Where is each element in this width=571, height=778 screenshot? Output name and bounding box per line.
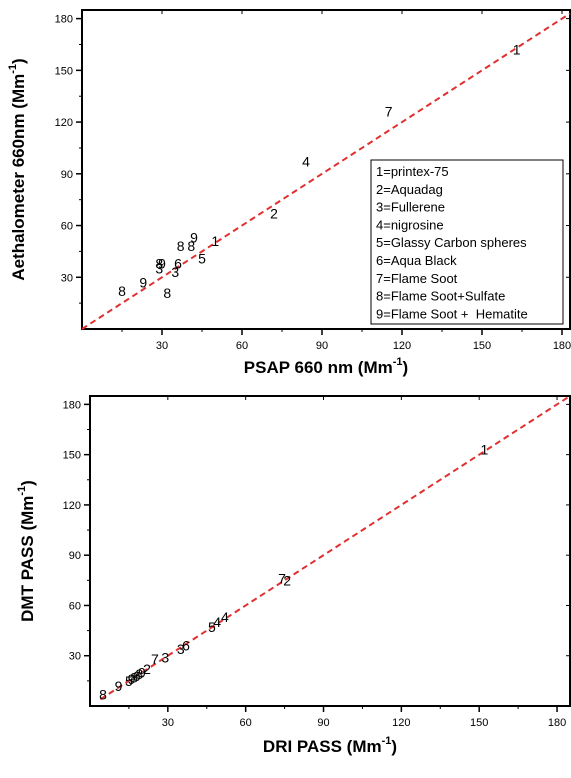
data-point: 7 bbox=[278, 571, 286, 587]
legend-entry: 1=printex-75 bbox=[376, 164, 449, 179]
data-point: 3 bbox=[155, 261, 163, 277]
data-point: 4 bbox=[302, 154, 310, 170]
data-point: 5 bbox=[125, 673, 133, 689]
legend-entry: 3=Fullerene bbox=[376, 200, 445, 215]
data-point: 8 bbox=[155, 255, 163, 271]
x-tick-label: 120 bbox=[393, 340, 411, 352]
data-point: 1 bbox=[211, 233, 219, 249]
x-axis-title: DRI PASS (Mm-1) bbox=[263, 735, 397, 756]
x-tick-label: 60 bbox=[236, 340, 248, 352]
y-tick-label: 120 bbox=[63, 500, 81, 512]
data-point: 6 bbox=[174, 255, 182, 271]
x-tick-label: 120 bbox=[392, 717, 410, 729]
data-point: 7 bbox=[385, 104, 393, 120]
chart-2: 30 60 90 120 150 1803060901201501801724456337… bbox=[16, 395, 571, 756]
x-tick-label: 180 bbox=[553, 340, 571, 352]
data-point: 2 bbox=[270, 205, 278, 221]
data-point: 6 bbox=[182, 638, 190, 654]
y-axis-title: DMT PASS (Mm-1) bbox=[16, 480, 37, 622]
x-tick-label: 30 bbox=[156, 340, 168, 352]
legend-box bbox=[370, 159, 564, 325]
legend-entry: 4=nigrosine bbox=[376, 217, 444, 232]
y-tick-label: 120 bbox=[55, 117, 73, 129]
chart-1: 30 60 90 120 150 1803060901201501801742198856… bbox=[7, 9, 571, 377]
data-point: 8 bbox=[187, 238, 195, 254]
y-tick-label: 90 bbox=[69, 550, 81, 562]
data-point: 9 bbox=[139, 274, 147, 290]
reference-line bbox=[81, 12, 571, 330]
data-point: 3 bbox=[161, 649, 169, 665]
x-tick-label: 60 bbox=[240, 717, 252, 729]
data-point: 9 bbox=[190, 230, 198, 246]
data-point: 9 bbox=[158, 255, 166, 271]
data-point: 1 bbox=[480, 442, 488, 458]
data-point: 8 bbox=[163, 285, 171, 301]
data-point: 4 bbox=[221, 609, 229, 625]
x-tick-label: 30 bbox=[162, 717, 174, 729]
data-point: 7 bbox=[151, 651, 159, 667]
legend-entry: 8=Flame Soot+Sulfate bbox=[376, 289, 505, 304]
y-tick-label: 30 bbox=[61, 272, 73, 284]
legend: 1=printex-75 2=Aquadag 3=Fullerene 4=nigros… bbox=[370, 159, 564, 325]
y-tick-label: 30 bbox=[69, 651, 81, 663]
data-point: 8 bbox=[135, 666, 143, 682]
y-tick-label: 180 bbox=[55, 14, 73, 26]
reference-line bbox=[99, 395, 571, 701]
y-tick-label: 90 bbox=[61, 169, 73, 181]
data-point: 8 bbox=[99, 686, 107, 702]
legend-entry: 6=Aqua Black bbox=[376, 253, 457, 268]
data-point: 8 bbox=[130, 670, 138, 686]
x-tick-label: 150 bbox=[473, 340, 491, 352]
x-tick-label: 150 bbox=[470, 717, 488, 729]
x-axis-title: PSAP 660 nm (Mm-1) bbox=[244, 356, 408, 377]
legend-entry: 2=Aquadag bbox=[376, 182, 443, 197]
plot-frame bbox=[89, 395, 571, 707]
data-point: 9 bbox=[138, 664, 146, 680]
data-point: 5 bbox=[208, 619, 216, 635]
data-point: 8 bbox=[177, 238, 185, 254]
y-tick-label: 150 bbox=[55, 65, 73, 77]
legend-entry: 9=Flame Soot + Hematite bbox=[376, 306, 528, 321]
y-axis-title: Aethalometer 660nm (Mm-1) bbox=[7, 58, 28, 280]
y-tick-label: 60 bbox=[69, 600, 81, 612]
data-point: 8 bbox=[118, 283, 126, 299]
y-tick-label: 180 bbox=[63, 399, 81, 411]
data-point: 3 bbox=[171, 264, 179, 280]
plot-frame bbox=[81, 9, 571, 330]
data-point: 3 bbox=[177, 641, 185, 657]
data-point: 2 bbox=[143, 661, 151, 677]
data-point: 5 bbox=[198, 250, 206, 266]
y-tick-label: 60 bbox=[61, 221, 73, 233]
data-point: 2 bbox=[283, 572, 291, 588]
y-tick-label: 150 bbox=[63, 450, 81, 462]
x-tick-label: 180 bbox=[548, 717, 566, 729]
data-point: 4 bbox=[213, 614, 221, 630]
data-point: 6 bbox=[133, 668, 141, 684]
x-tick-label: 90 bbox=[316, 340, 328, 352]
x-tick-label: 90 bbox=[317, 717, 329, 729]
data-point: 9 bbox=[115, 678, 123, 694]
data-point: 1 bbox=[513, 42, 521, 58]
legend-entry: 7=Flame Soot bbox=[376, 271, 458, 286]
data-point: 9 bbox=[128, 671, 136, 687]
legend-entry: 5=Glassy Carbon spheres bbox=[376, 235, 527, 250]
